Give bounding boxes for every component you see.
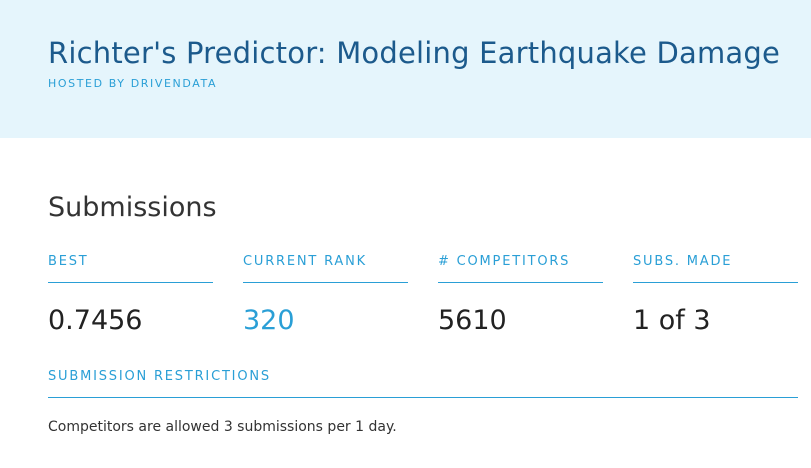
stat-subs-made-value: 1 of 3 bbox=[633, 305, 711, 336]
submission-restrictions-label: SUBMISSION RESTRICTIONS bbox=[48, 369, 798, 398]
submission-restrictions: SUBMISSION RESTRICTIONS Competitors are … bbox=[48, 369, 798, 435]
stat-best-label: BEST bbox=[48, 254, 213, 283]
stat-best-value: 0.7456 bbox=[48, 305, 143, 336]
stat-competitors-label: # COMPETITORS bbox=[438, 254, 603, 283]
stat-current-rank-label: CURRENT RANK bbox=[243, 254, 408, 283]
stat-best: BEST 0.7456 bbox=[48, 254, 213, 337]
current-rank-link[interactable]: 320 bbox=[243, 305, 295, 336]
stat-current-rank: CURRENT RANK 320 bbox=[243, 254, 408, 337]
stat-competitors-value: 5610 bbox=[438, 305, 507, 336]
stat-subs-made: SUBS. MADE 1 of 3 bbox=[633, 254, 798, 337]
competition-header: Richter's Predictor: Modeling Earthquake… bbox=[0, 0, 811, 138]
stat-subs-made-label: SUBS. MADE bbox=[633, 254, 798, 283]
competition-title: Richter's Predictor: Modeling Earthquake… bbox=[48, 36, 781, 70]
hosted-by-label[interactable]: HOSTED BY DRIVENDATA bbox=[48, 77, 218, 90]
submissions-heading: Submissions bbox=[48, 192, 217, 223]
stat-competitors: # COMPETITORS 5610 bbox=[438, 254, 603, 337]
submission-restrictions-text: Competitors are allowed 3 submissions pe… bbox=[48, 419, 397, 435]
